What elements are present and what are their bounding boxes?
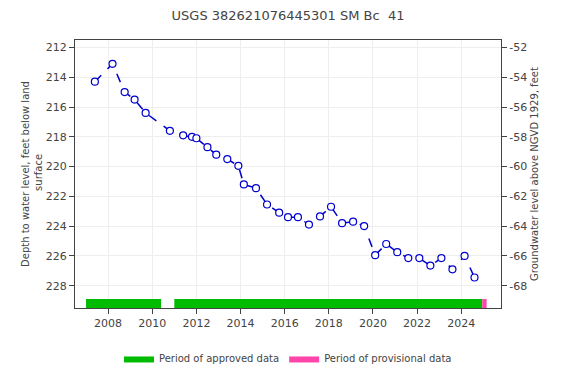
svg-text:-60: -60 <box>509 160 527 173</box>
svg-text:-52: -52 <box>509 41 527 54</box>
svg-text:-66: -66 <box>509 250 527 263</box>
svg-text:2022: 2022 <box>403 317 431 330</box>
svg-text:2014: 2014 <box>227 317 255 330</box>
svg-text:2020: 2020 <box>359 317 387 330</box>
svg-text:2018: 2018 <box>315 317 343 330</box>
svg-text:-56: -56 <box>509 101 527 114</box>
svg-text:218: 218 <box>46 131 67 144</box>
svg-text:2024: 2024 <box>447 317 475 330</box>
svg-text:Groundwater level above NGVD 1: Groundwater level above NGVD 1929, feet <box>529 67 540 281</box>
svg-text:224: 224 <box>46 220 67 233</box>
svg-text:-62: -62 <box>509 190 527 203</box>
svg-text:226: 226 <box>46 250 67 263</box>
svg-text:222: 222 <box>46 190 67 203</box>
svg-text:214: 214 <box>46 71 67 84</box>
svg-text:-58: -58 <box>509 131 527 144</box>
svg-text:USGS 382621076445301 SM Bc 41: USGS 382621076445301 SM Bc 41 <box>172 8 405 23</box>
svg-text:212: 212 <box>46 41 67 54</box>
svg-text:-68: -68 <box>509 280 527 293</box>
svg-text:2012: 2012 <box>182 317 210 330</box>
svg-text:2016: 2016 <box>271 317 299 330</box>
svg-text:Period of approved data: Period of approved data <box>159 353 279 364</box>
svg-text:220: 220 <box>46 160 67 173</box>
svg-text:Depth to water level, feet bel: Depth to water level, feet below land su… <box>20 81 44 267</box>
svg-text:228: 228 <box>46 280 67 293</box>
svg-text:216: 216 <box>46 101 67 114</box>
svg-text:2008: 2008 <box>94 317 122 330</box>
svg-text:-64: -64 <box>509 220 527 233</box>
svg-text:Period of provisional data: Period of provisional data <box>324 353 451 364</box>
svg-text:2010: 2010 <box>138 317 166 330</box>
svg-text:-54: -54 <box>509 71 527 84</box>
